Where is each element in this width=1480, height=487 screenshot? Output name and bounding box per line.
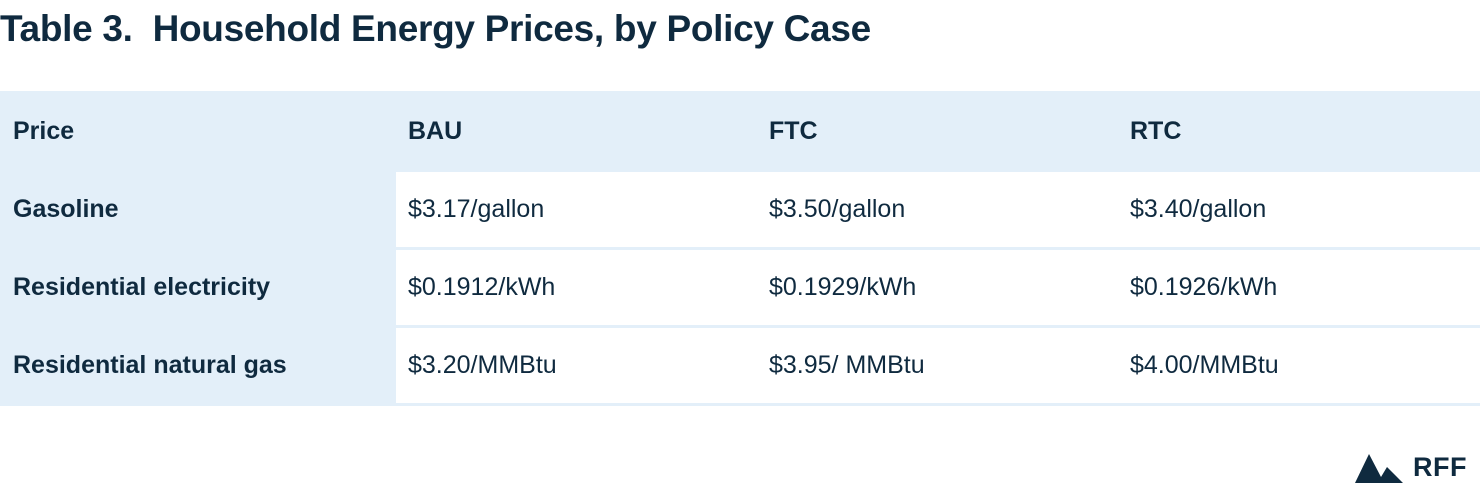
table-cell: $3.40/gallon <box>1130 195 1267 223</box>
table-cell: $3.17/gallon <box>408 195 545 223</box>
mountain-logo-icon <box>1355 451 1404 483</box>
page-title: Table 3. Household Energy Prices, by Pol… <box>0 8 871 49</box>
row-label: Residential natural gas <box>0 328 396 403</box>
table-cell: $4.00/MMBtu <box>1130 351 1279 379</box>
table-cell: $3.50/gallon <box>769 195 906 223</box>
table-row: Residential natural gas $3.20/MMBtu $3.9… <box>0 328 1480 406</box>
table-row: Residential electricity $0.1912/kWh $0.1… <box>0 250 1480 328</box>
rff-logo: RFF <box>1355 451 1467 483</box>
header-price: Price <box>0 91 396 172</box>
table-row: Gasoline $3.17/gallon $3.50/gallon $3.40… <box>0 172 1480 250</box>
energy-prices-table: Price BAU FTC RTC Gasoline $3.17/gallon … <box>0 91 1480 406</box>
header-ftc: FTC <box>769 117 818 145</box>
header-rtc: RTC <box>1130 117 1182 145</box>
table-header-row: Price BAU FTC RTC <box>0 91 1480 172</box>
table-cell: $0.1926/kWh <box>1130 273 1278 301</box>
row-label: Residential electricity <box>0 250 396 325</box>
logo-text: RFF <box>1413 451 1467 482</box>
table-cell: $3.95/ MMBtu <box>769 351 925 379</box>
table-cell: $0.1929/kWh <box>769 273 917 301</box>
header-bau: BAU <box>408 117 463 145</box>
table-cell: $0.1912/kWh <box>408 273 556 301</box>
table-cell: $3.20/MMBtu <box>408 351 557 379</box>
row-label: Gasoline <box>0 172 396 247</box>
